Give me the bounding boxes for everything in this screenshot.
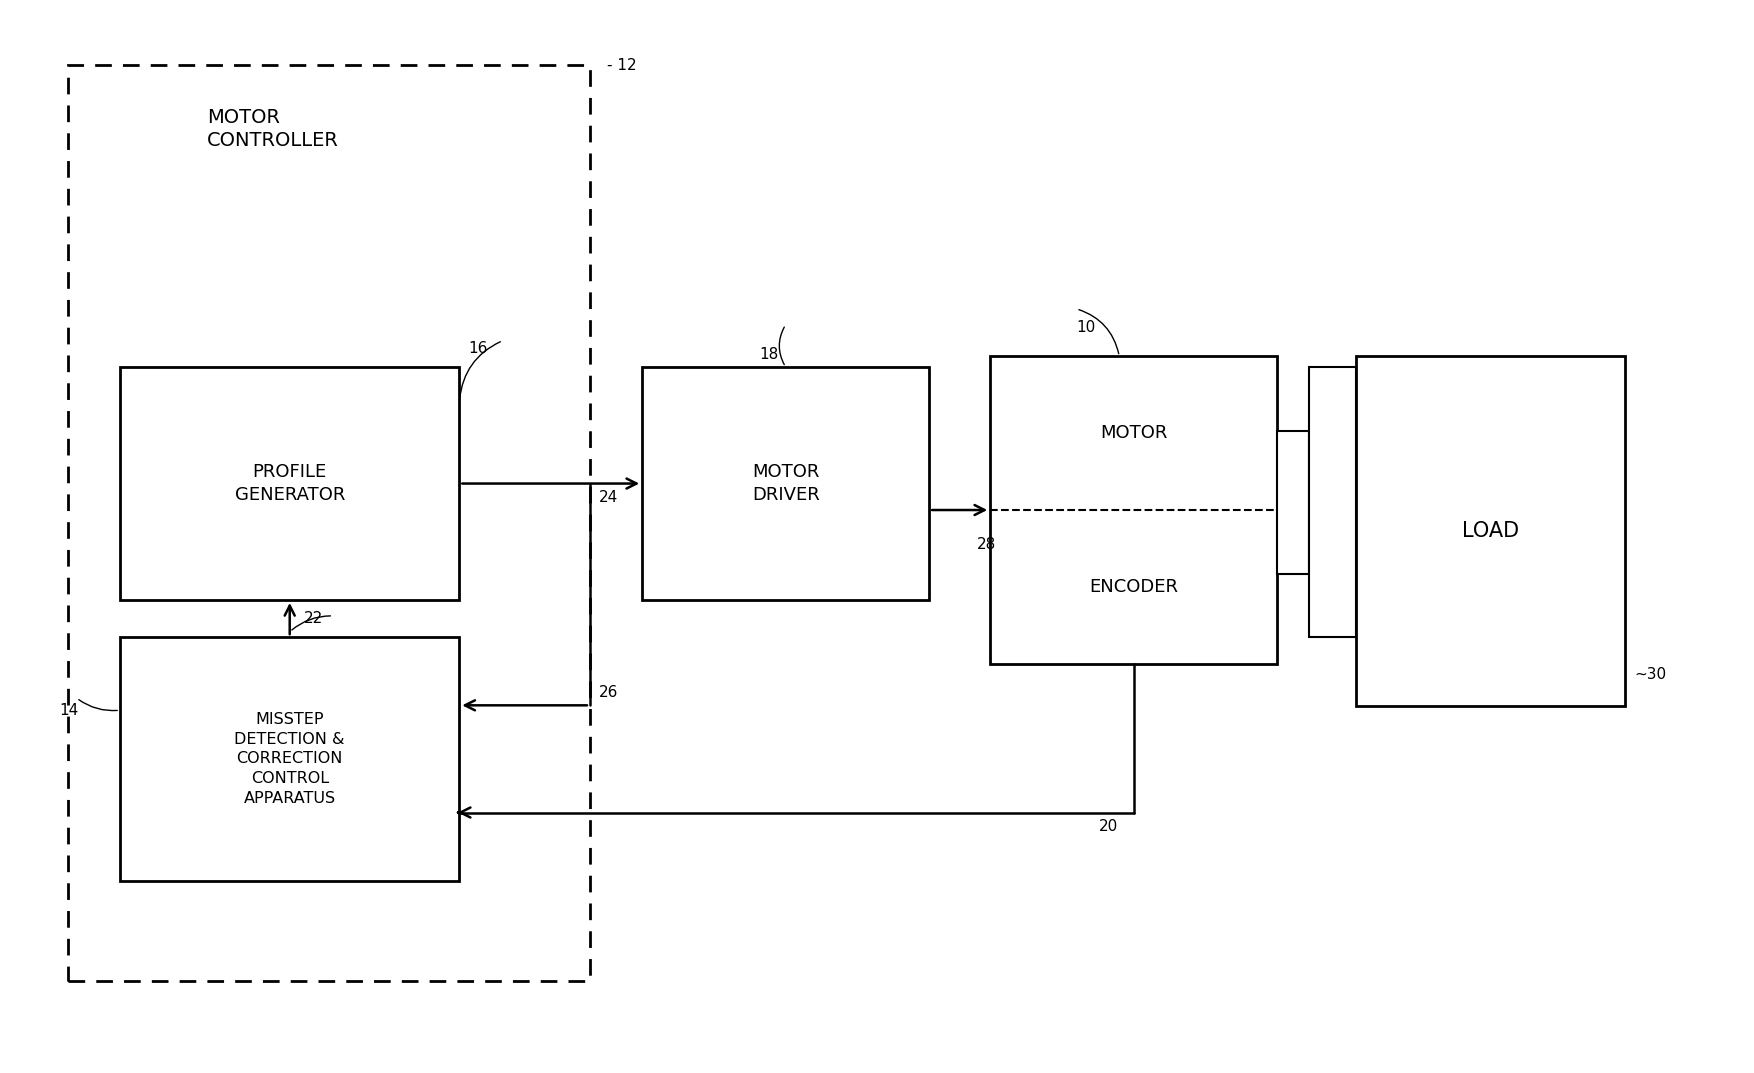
Text: LOAD: LOAD xyxy=(1461,521,1519,541)
Text: 10: 10 xyxy=(1077,320,1096,335)
Text: MOTOR: MOTOR xyxy=(1100,424,1168,442)
Text: 22: 22 xyxy=(303,612,323,626)
Bar xyxy=(1308,367,1356,637)
Bar xyxy=(642,367,930,600)
Text: PROFILE
GENERATOR: PROFILE GENERATOR xyxy=(235,462,346,504)
Text: 26: 26 xyxy=(598,685,617,700)
Bar xyxy=(119,367,460,600)
Bar xyxy=(119,637,460,881)
Bar xyxy=(1356,356,1626,706)
Text: MOTOR
DRIVER: MOTOR DRIVER xyxy=(752,462,819,504)
Text: MOTOR
CONTROLLER: MOTOR CONTROLLER xyxy=(207,107,339,150)
Bar xyxy=(68,65,589,982)
Text: 20: 20 xyxy=(1098,819,1117,834)
Text: 16: 16 xyxy=(468,341,488,356)
Text: ~30: ~30 xyxy=(1635,666,1666,681)
Text: 24: 24 xyxy=(598,489,617,504)
Text: 28: 28 xyxy=(977,538,996,553)
Bar xyxy=(1277,430,1308,574)
Text: - 12: - 12 xyxy=(607,58,637,73)
Bar xyxy=(989,356,1277,663)
Text: 18: 18 xyxy=(759,347,779,362)
Text: MISSTEP
DETECTION &
CORRECTION
CONTROL
APPARATUS: MISSTEP DETECTION & CORRECTION CONTROL A… xyxy=(235,711,346,806)
Text: 14: 14 xyxy=(60,703,79,718)
Text: ENCODER: ENCODER xyxy=(1089,577,1179,596)
